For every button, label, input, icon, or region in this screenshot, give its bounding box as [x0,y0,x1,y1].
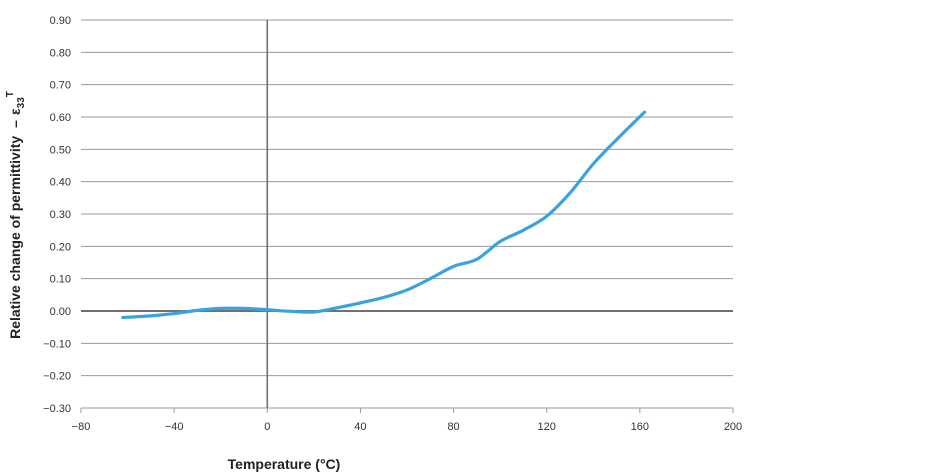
y-axis-title: Relative change of permittivity – ε33T [5,91,27,339]
x-tick-label: 160 [631,421,649,433]
y-tick-label: 0.60 [50,112,71,124]
y-tick-label: 0.10 [50,274,71,286]
x-tick-label: −80 [72,421,91,433]
y-tick-label: −0.10 [43,338,71,350]
x-tick-labels: −80 −40 0 40 80 120 160 200 [72,421,743,433]
permittivity-series-line [121,110,647,320]
y-axis-title-text: Relative change of permittivity [7,136,23,339]
x-axis-title: Temperature (°C) [228,456,341,472]
y-tick-label: 0.90 [50,15,71,27]
y-axis-title-subscript: 33 [16,97,27,109]
x-tick-label: 120 [538,421,556,433]
x-tick-label: 40 [354,421,366,433]
y-tick-label: 0.50 [50,144,71,156]
axes [80,20,734,413]
series-lines [121,110,647,320]
y-tick-label: 0.30 [50,209,71,221]
x-tick-label: 80 [447,421,459,433]
y-axis-title-superscript: T [5,91,16,97]
y-tick-label: −0.30 [43,403,71,415]
y-tick-label: 0.00 [50,306,71,318]
y-axis-title-symbol: ε [7,108,23,115]
y-tick-label: 0.20 [50,241,71,253]
grid-lines [81,19,733,409]
y-tick-labels: 0.90 0.80 0.70 0.60 0.50 0.40 0.30 0.20 0.10 0.00… [43,15,71,415]
y-tick-label: −0.20 [43,371,71,383]
x-tick-label: −40 [165,421,184,433]
y-tick-label: 0.40 [50,177,71,189]
y-tick-label: 0.80 [50,47,71,59]
x-tick-label: 200 [724,421,742,433]
y-axis-title-dash: – [7,120,23,128]
x-tick-label: 0 [264,421,270,433]
y-tick-label: 0.70 [50,80,71,92]
